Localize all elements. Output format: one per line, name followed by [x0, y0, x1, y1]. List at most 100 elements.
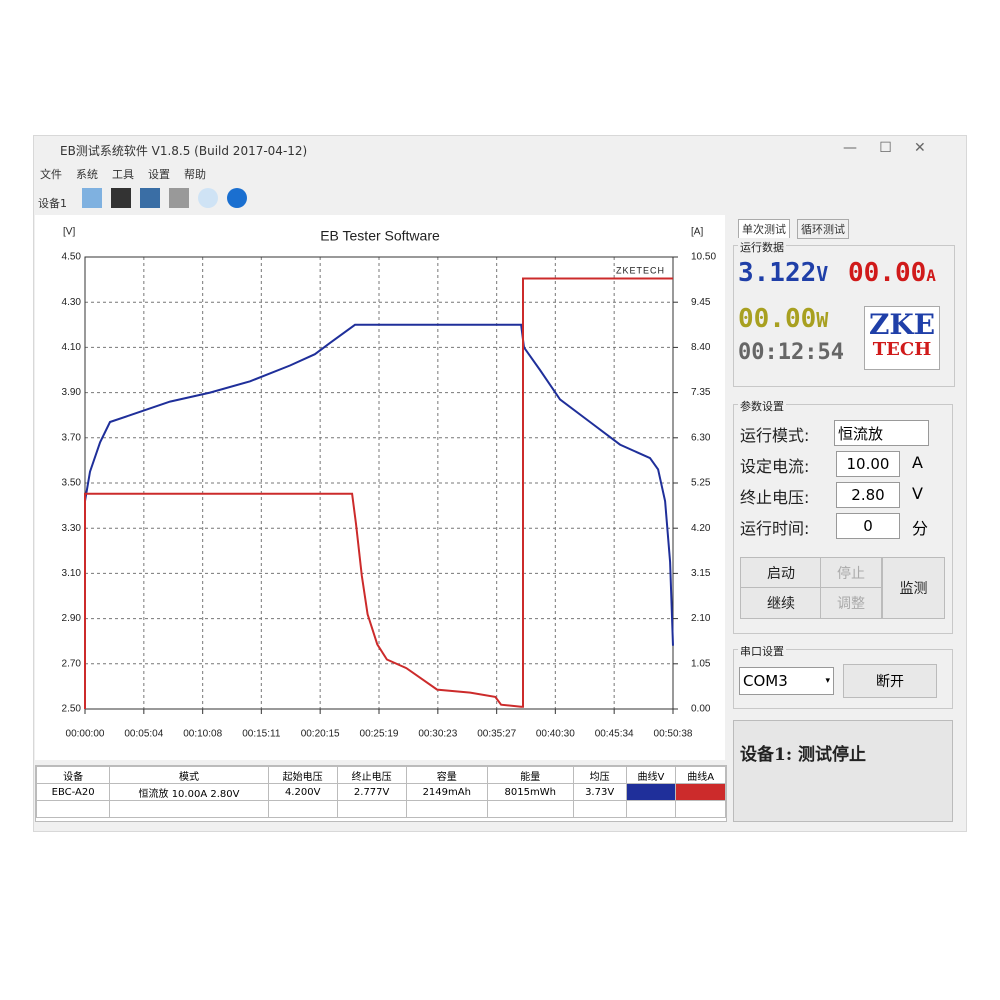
param-unit: 分 [912, 519, 929, 538]
param-label: 运行模式: [740, 426, 810, 445]
logo-text: ZKE [868, 308, 936, 341]
power-unit: W [816, 308, 829, 332]
tool-save[interactable] [111, 188, 131, 208]
menu-item[interactable]: 设置 [148, 168, 170, 181]
button[interactable]: 继续 [740, 587, 822, 619]
port: COM3 [743, 672, 788, 690]
table-header-row: 设备 模式 起始电压 终止电压 容量 能量 均压 曲线V 曲线A [35, 766, 726, 784]
x-tick-label: 00:35:27 [477, 729, 516, 740]
y-tick-label: 3.10 [62, 568, 82, 579]
tool-open[interactable] [82, 188, 102, 208]
window-controls[interactable]: — ☐ ✕ [843, 140, 926, 156]
result-table: 设备 模式 起始电压 终止电压 容量 能量 均压 曲线V 曲线A EBC-A20 恒流放 10.00… [35, 766, 726, 818]
y2-tick-label: 8.40 [691, 342, 711, 353]
curve-color [675, 783, 726, 801]
series-line [84, 277, 673, 709]
time-display: 00:12:54 [738, 340, 844, 365]
result-table-box: 设备 模式 起始电压 终止电压 容量 能量 均压 曲线V 曲线A EBC-A20 恒流放 10.00… [35, 765, 727, 822]
menu-item[interactable]: 工具 [112, 168, 134, 181]
y-tick-label: 2.50 [62, 704, 82, 715]
table-header: 容量 [405, 766, 488, 784]
status-box [733, 720, 953, 822]
param-label: 运行时间: [740, 519, 810, 538]
y2-tick-label: 7.35 [691, 387, 711, 398]
y2-tick-label: 4.20 [691, 523, 711, 534]
plot-frame [84, 256, 674, 710]
y2-tick-label: 10.50 [691, 252, 716, 263]
param-field[interactable]: 10.00 [836, 451, 900, 477]
button: 调整 [820, 587, 882, 619]
table-cell: 2.777V [336, 783, 407, 801]
table-header: 起始电压 [267, 766, 338, 784]
table-cell: 4.200V [267, 783, 338, 801]
table-cell [405, 800, 488, 818]
group-title: 运行数据 [738, 239, 786, 255]
table-header: 设备 [35, 766, 111, 784]
power: 00.00 [738, 304, 817, 334]
table-header: 曲线A [675, 766, 726, 784]
disconnect-button[interactable]: 断开 [843, 664, 937, 698]
annotation: ZKETECH [616, 265, 665, 275]
group-title: 参数设置 [738, 398, 786, 414]
x-tick-label: 00:40:30 [536, 729, 575, 740]
table-cell [336, 800, 407, 818]
tool-search[interactable] [198, 188, 218, 208]
y-tick-label: 4.50 [62, 252, 82, 263]
power-display: 00.00W [738, 304, 828, 334]
table-cell [625, 800, 677, 818]
menu-item[interactable]: 文件 [40, 168, 62, 181]
x-tick-label: 00:30:23 [418, 729, 457, 740]
current: 00.00 [848, 258, 927, 288]
param-field[interactable]: 2.80 [836, 482, 900, 508]
param-field[interactable]: 恒流放 [834, 420, 929, 446]
y-tick-label: 3.70 [62, 432, 82, 443]
button[interactable]: 监测 [882, 557, 945, 619]
voltage: 3.122 [738, 258, 817, 288]
table-cell [35, 800, 111, 818]
table-cell: 恒流放 10.00A 2.80V [109, 783, 269, 801]
y2-tick-label: 0.00 [691, 704, 711, 715]
tab[interactable]: 循环测试 [797, 219, 849, 239]
y2-tick-label: 2.10 [691, 613, 711, 624]
y2-tick-label: 9.45 [691, 297, 711, 308]
voltage-unit: V [816, 262, 829, 286]
tab[interactable]: 单次测试 [738, 219, 790, 238]
table-header: 能量 [486, 766, 574, 784]
y-tick-label: 3.50 [62, 478, 82, 489]
button: 停止 [820, 557, 882, 589]
y-tick-label: 4.30 [62, 297, 82, 308]
table-header: 终止电压 [336, 766, 407, 784]
y-tick-label: 3.90 [62, 387, 82, 398]
param-unit: V [912, 484, 923, 503]
y-tick-label: 4.10 [62, 342, 82, 353]
window-title: EB测试系统软件 V1.8.5 (Build 2017-04-12) [60, 144, 308, 158]
logo-text: TECH [872, 339, 932, 360]
tool-settings[interactable] [169, 188, 189, 208]
y-tick-label: 2.70 [62, 658, 82, 669]
param-label: 终止电压: [740, 488, 810, 507]
x-tick-label: 00:50:38 [654, 729, 693, 740]
param-unit: A [912, 453, 923, 472]
x-tick-label: 00:00:00 [66, 729, 105, 740]
table-cell: 8015mWh [486, 783, 574, 801]
param-field[interactable]: 0 [836, 513, 900, 539]
voltage-display: 3.122V [738, 258, 828, 288]
y2-tick-label: 5.25 [691, 478, 711, 489]
button[interactable]: 启动 [740, 557, 822, 589]
menu-item[interactable]: 系统 [76, 168, 98, 181]
table-cell [675, 800, 726, 818]
tool-info[interactable] [227, 188, 247, 208]
y2-axis-label: [A] [691, 227, 703, 238]
tool-image[interactable] [140, 188, 160, 208]
menu-bar: 文件 系统 工具 设置 帮助 [40, 166, 206, 182]
chart-title: EB Tester Software [320, 228, 440, 244]
x-tick-label: 00:05:04 [124, 729, 163, 740]
status: 设备1: 测试停止 [740, 745, 867, 765]
menu-item[interactable]: 帮助 [184, 168, 206, 181]
curve-color [625, 783, 677, 801]
device-tab[interactable]: 设备1 [38, 197, 67, 210]
port-select[interactable]: COM3 ▾ [739, 667, 834, 695]
table-header: 均压 [572, 766, 627, 784]
param-label: 设定电流: [740, 457, 810, 476]
